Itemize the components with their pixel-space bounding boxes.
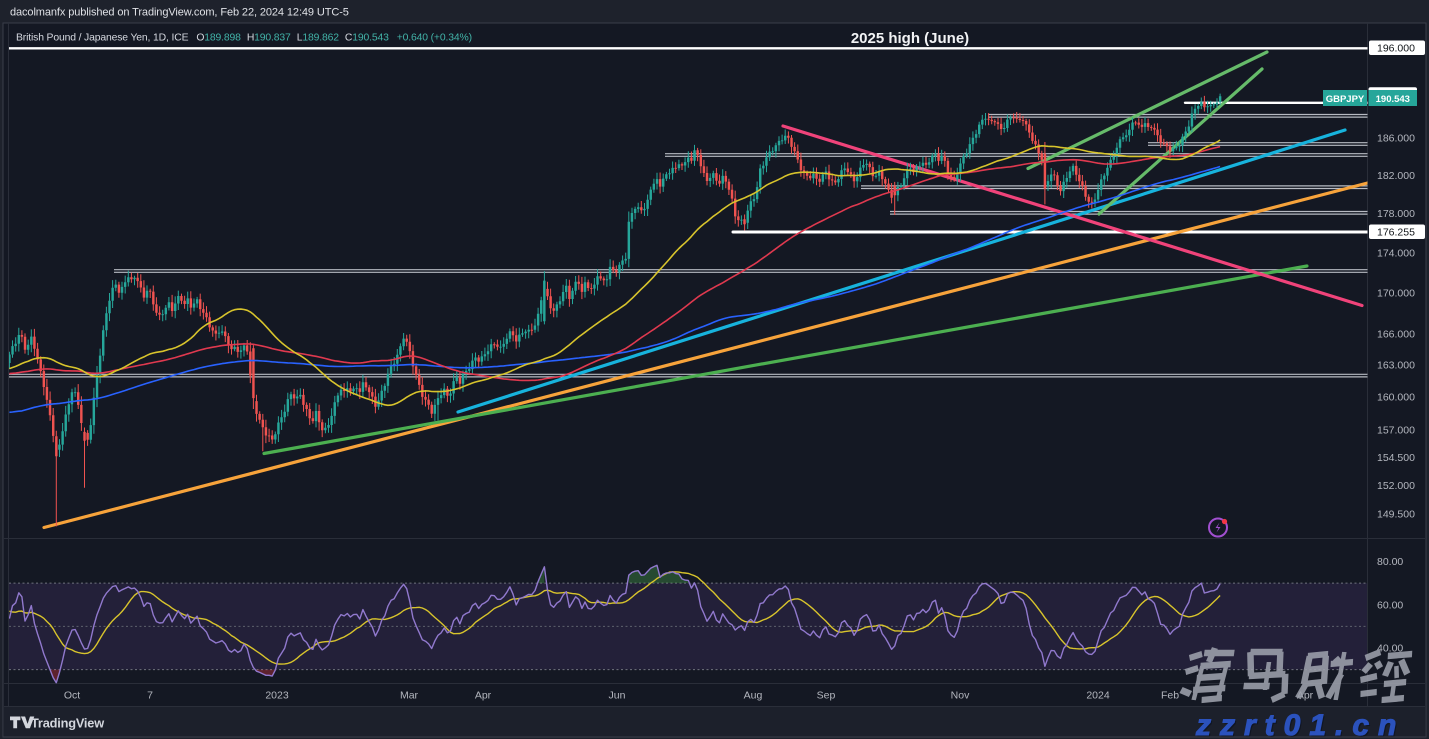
svg-text:152.000: 152.000 [1377,480,1415,492]
svg-text:176.255: 176.255 [1377,226,1415,238]
svg-text:Oct: Oct [64,690,80,702]
svg-text:60.00: 60.00 [1377,599,1403,611]
svg-text:149.500: 149.500 [1377,509,1415,521]
svg-text:166.000: 166.000 [1377,328,1415,340]
svg-text:2025 high (June): 2025 high (June) [851,30,969,47]
svg-text:zzrt01.cn: zzrt01.cn [1197,711,1407,739]
svg-text:196.000: 196.000 [1377,42,1415,54]
svg-text:Nov: Nov [951,690,970,702]
svg-text:190.543: 190.543 [1376,94,1410,105]
svg-text:40.00: 40.00 [1377,643,1403,655]
svg-text:TradingView: TradingView [31,716,104,731]
svg-text:186.000: 186.000 [1377,132,1415,144]
svg-text:182.000: 182.000 [1377,170,1415,182]
svg-text:Apr: Apr [475,690,492,702]
svg-text:Feb: Feb [1161,690,1179,702]
svg-text:GBPJPY: GBPJPY [1326,94,1365,105]
svg-text:178.000: 178.000 [1377,208,1415,220]
svg-text:Sep: Sep [817,690,836,702]
svg-text:2024: 2024 [1086,690,1110,702]
svg-text:170.000: 170.000 [1377,287,1415,299]
svg-text:80.00: 80.00 [1377,556,1403,568]
svg-text:Jun: Jun [609,690,626,702]
svg-text:Aug: Aug [744,690,763,702]
svg-text:2023: 2023 [265,690,289,702]
svg-text:160.000: 160.000 [1377,392,1415,404]
svg-text:zzrt01.cn: zzrt01.cn [1195,709,1405,739]
svg-text:174.000: 174.000 [1377,247,1415,259]
svg-text:157.000: 157.000 [1377,424,1415,436]
svg-text:163.000: 163.000 [1377,360,1415,372]
svg-text:dacolmanfx published on Tradin: dacolmanfx published on TradingView.com,… [10,7,349,19]
svg-text:Mar: Mar [400,690,419,702]
svg-text:154.500: 154.500 [1377,452,1415,464]
svg-text:7: 7 [147,690,153,702]
